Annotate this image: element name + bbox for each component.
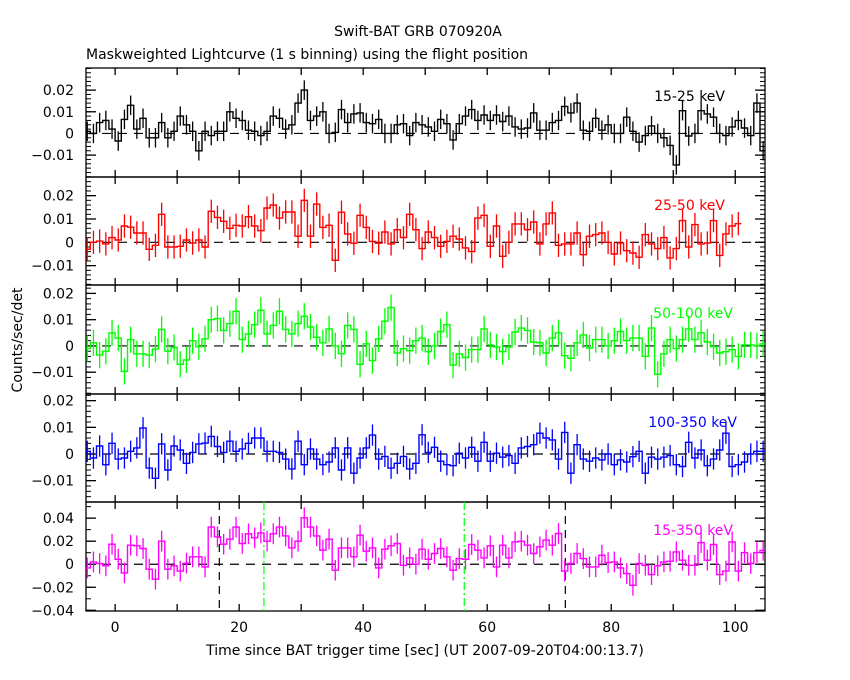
x-tick-label: 0 xyxy=(111,620,120,636)
series-line-1 xyxy=(86,199,742,261)
y-tick-label: 0 xyxy=(65,235,74,251)
y-tick-label: 0.01 xyxy=(43,313,74,329)
x-axis-label: Time since BAT trigger time [sec] (UT 20… xyxy=(205,643,644,659)
panel-frame xyxy=(85,176,766,286)
series-line-2 xyxy=(86,306,765,375)
chart-title: Swift-BAT GRB 070920A xyxy=(334,24,502,40)
y-tick-label: 0.02 xyxy=(43,394,74,410)
x-tick-label: 80 xyxy=(602,620,620,636)
panel-1: 0.02 0.01 0 −0.01 25-50 keV xyxy=(31,176,766,286)
y-tick-label: 0 xyxy=(65,447,74,463)
panel-4: 0.04 0.02 0 −0.02 −0.04 15-350 keV xyxy=(31,501,766,619)
y-tick-label: −0.04 xyxy=(31,603,74,619)
band-label: 50-100 keV xyxy=(653,306,733,322)
x-tick-label: 100 xyxy=(722,620,749,636)
y-tick-label: 0.02 xyxy=(43,83,74,99)
band-label: 15-25 keV xyxy=(654,89,725,105)
chart-subtitle: Maskweighted Lightcurve (1 s binning) us… xyxy=(86,47,528,63)
series-line-0 xyxy=(86,89,765,166)
y-tick-label: 0.04 xyxy=(43,511,74,527)
panel-2: 0.02 0.01 0 −0.01 50-100 keV xyxy=(31,284,766,395)
x-tick-label: 60 xyxy=(478,620,496,636)
y-tick-label: −0.01 xyxy=(31,148,74,164)
band-label: 25-50 keV xyxy=(654,198,725,214)
panel-frame xyxy=(85,67,766,178)
y-tick-label: 0 xyxy=(65,339,74,355)
band-label: 100-350 keV xyxy=(648,415,737,431)
y-tick-label: −0.02 xyxy=(31,580,74,596)
y-tick-label: 0.02 xyxy=(43,189,74,205)
y-tick-label: 0.01 xyxy=(43,105,74,121)
panel-3: 0.02 0.01 0 −0.01 100-350 keV xyxy=(31,393,766,503)
y-tick-label: 0.02 xyxy=(43,534,74,550)
y-tick-label: 0.02 xyxy=(43,286,74,302)
y-tick-label: 0 xyxy=(65,126,74,142)
y-tick-label: −0.01 xyxy=(31,365,74,381)
series-line-4 xyxy=(86,517,765,586)
y-tick-label: 0.01 xyxy=(43,212,74,228)
panel-0: 0.02 0.01 0 −0.01 15-25 keV xyxy=(31,67,766,178)
series-line-3 xyxy=(86,427,765,479)
x-tick-label: 20 xyxy=(230,620,248,636)
x-tick-label: 40 xyxy=(354,620,372,636)
y-tick-label: −0.01 xyxy=(31,474,74,490)
band-label: 15-350 keV xyxy=(653,523,733,539)
y-tick-label: 0 xyxy=(65,557,74,573)
y-tick-label: 0.01 xyxy=(43,420,74,436)
y-tick-label: −0.01 xyxy=(31,259,74,275)
y-axis-label: Counts/sec/det xyxy=(10,287,26,392)
